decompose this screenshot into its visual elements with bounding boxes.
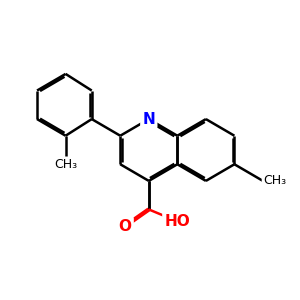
Text: N: N [142, 112, 155, 127]
Text: HO: HO [164, 214, 190, 229]
Text: CH₃: CH₃ [263, 174, 286, 188]
Text: CH₃: CH₃ [54, 158, 77, 171]
Text: O: O [118, 219, 131, 234]
